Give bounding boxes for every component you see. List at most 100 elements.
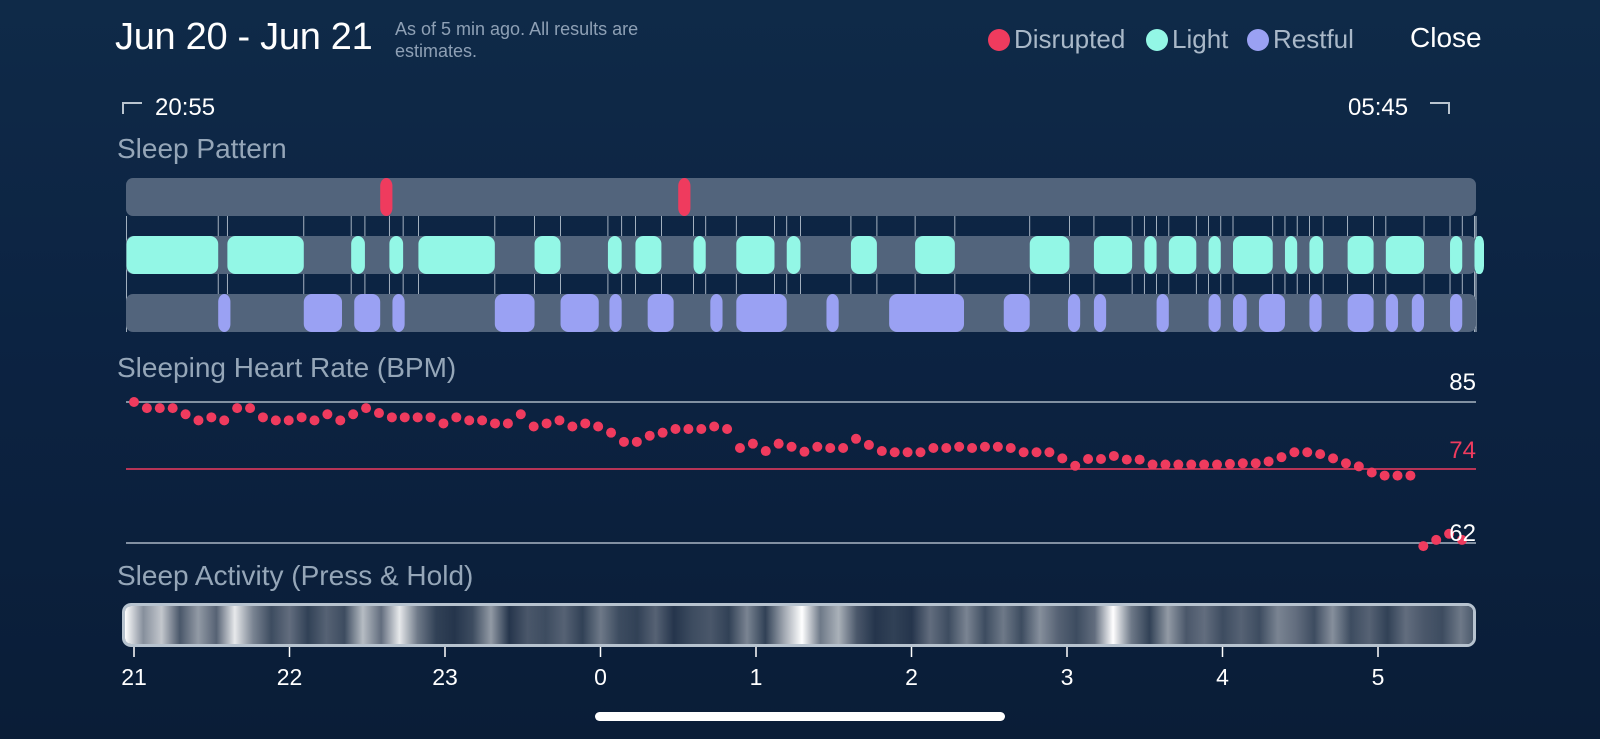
light-block: [1284, 236, 1298, 274]
hr-point: [722, 423, 733, 434]
hr-point: [1070, 460, 1081, 471]
start-time: 20:55: [155, 94, 216, 121]
hr-point: [541, 418, 552, 429]
light-block: [1450, 236, 1463, 274]
light-block: [227, 236, 304, 274]
home-indicator[interactable]: [595, 712, 1005, 721]
hr-point: [606, 427, 617, 438]
start-bracket-icon: [122, 102, 142, 114]
hr-point: [322, 409, 333, 420]
hr-point: [1392, 470, 1403, 481]
restful-block: [1347, 294, 1374, 332]
hr-point: [747, 438, 758, 449]
restful-block: [826, 294, 839, 332]
light-block: [1232, 236, 1273, 274]
axis-hour-label: 0: [594, 664, 607, 690]
sleep-activity-strip[interactable]: [122, 603, 1476, 647]
restful-block: [1232, 294, 1247, 332]
hr-point: [309, 415, 320, 426]
hr-point: [683, 423, 694, 434]
hr-point: [1431, 534, 1442, 545]
hr-point: [902, 447, 913, 458]
hr-point: [296, 412, 307, 423]
restful-dot-icon: [1247, 28, 1269, 51]
axis-hour-label: 4: [1216, 664, 1229, 690]
hr-point: [1044, 447, 1055, 458]
hr-min-label: 62: [1449, 520, 1476, 547]
restful-block: [392, 294, 405, 332]
axis-hour-label: 3: [1060, 664, 1074, 690]
restful-block: [1156, 294, 1169, 332]
disrupted-block: [678, 178, 691, 216]
hr-point: [386, 412, 397, 423]
hr-point: [1224, 458, 1235, 469]
hr-point: [567, 421, 578, 432]
hr-point: [1108, 450, 1119, 461]
hr-point: [876, 446, 887, 457]
disrupted-dot-icon: [988, 28, 1010, 51]
legend-disrupted-label: Disrupted: [1014, 24, 1126, 54]
hr-point: [451, 412, 462, 423]
restful-block: [647, 294, 674, 332]
hr-point: [1289, 447, 1300, 458]
axis-hour-label: 22: [276, 664, 303, 690]
hr-point: [709, 421, 720, 432]
hr-point: [167, 403, 178, 414]
light-block: [1347, 236, 1374, 274]
estimate-note: As of 5 min ago. All results are estimat…: [395, 19, 639, 61]
hr-point: [1328, 453, 1339, 464]
restful-block: [710, 294, 723, 332]
hr-point: [554, 415, 565, 426]
light-block: [1144, 236, 1157, 274]
hr-point: [1237, 458, 1248, 469]
end-bracket-icon: [1430, 102, 1450, 114]
disrupted-track: [126, 178, 1476, 216]
light-block: [1208, 236, 1221, 274]
heart-rate-title: Sleeping Heart Rate (BPM): [117, 352, 457, 383]
restful-block: [560, 294, 599, 332]
light-block: [126, 236, 219, 274]
hr-point: [1121, 454, 1132, 465]
hr-point: [967, 442, 978, 453]
hr-point: [412, 412, 423, 423]
light-block: [850, 236, 877, 274]
hr-point: [1160, 459, 1171, 470]
hr-point: [631, 436, 642, 447]
hr-point: [335, 415, 346, 426]
hr-point: [696, 423, 707, 434]
restful-block: [1093, 294, 1107, 332]
hr-point: [283, 415, 294, 426]
hr-point: [245, 403, 256, 414]
hr-point: [1186, 459, 1197, 470]
hr-avg-label: 74: [1449, 437, 1476, 464]
hr-point: [490, 418, 501, 429]
hr-point: [399, 412, 410, 423]
sleep-activity-title: Sleep Activity (Press & Hold): [117, 560, 474, 591]
light-dot-icon: [1146, 28, 1168, 51]
light-block: [607, 236, 622, 274]
light-block: [1168, 236, 1197, 274]
axis-hour-label: 5: [1371, 664, 1385, 690]
hr-point: [1199, 459, 1210, 470]
hr-point: [1083, 454, 1094, 465]
hr-point: [180, 409, 191, 420]
close-button[interactable]: Close: [1410, 22, 1482, 53]
hr-point: [141, 403, 152, 414]
hr-point: [515, 409, 526, 420]
hr-point: [1379, 470, 1390, 481]
hr-point: [232, 403, 243, 414]
hr-point: [425, 412, 436, 423]
hr-point: [1173, 459, 1184, 470]
hr-point: [825, 442, 836, 453]
hr-point: [1263, 456, 1274, 467]
hr-point: [1095, 454, 1106, 465]
hr-point: [464, 415, 475, 426]
end-time: 05:45: [1348, 94, 1409, 121]
light-block: [351, 236, 365, 274]
hr-point: [1147, 459, 1158, 470]
axis-hour-label: 1: [749, 664, 763, 690]
light-block: [389, 236, 404, 274]
hr-point: [270, 415, 281, 426]
